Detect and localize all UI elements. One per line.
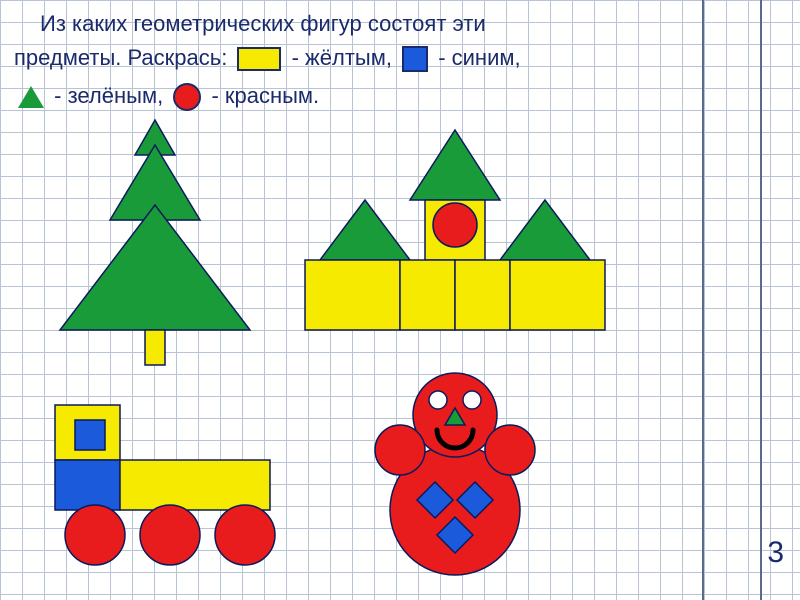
yellow-swatch	[237, 47, 281, 71]
page-number: 3	[767, 536, 784, 570]
instruction-line2: предметы. Раскрась: - жёлтым, - синим,	[14, 44, 521, 73]
green-label: - зелёным,	[54, 83, 163, 108]
red-label: - красным.	[211, 83, 319, 108]
instruction-line3: - зелёным, - красным.	[14, 82, 319, 111]
yellow-label: - жёлтым,	[292, 45, 392, 70]
red-swatch	[173, 83, 201, 111]
instruction-line1: Из каких геометрических фигур состоят эт…	[40, 10, 486, 39]
blue-label: - синим,	[438, 45, 520, 70]
margin-line-1	[702, 0, 704, 600]
green-swatch	[18, 86, 44, 108]
line2a: предметы. Раскрась:	[14, 45, 227, 70]
blue-swatch	[402, 46, 428, 72]
margin-line-2	[760, 0, 762, 600]
